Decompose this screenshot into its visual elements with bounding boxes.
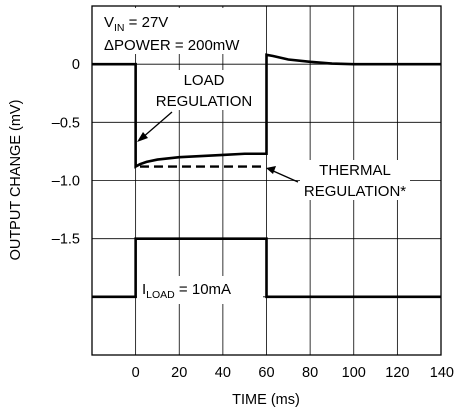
- y-tick-label: –1.0: [52, 174, 80, 190]
- y-axis-label: OUTPUT CHANGE (mV): [8, 100, 24, 261]
- series-group: [92, 53, 441, 299]
- thermal-arrow-line: [270, 169, 299, 183]
- load-reg-arrow-line: [141, 111, 173, 139]
- load-reg-arrowhead: [137, 132, 148, 142]
- x-tick-label: 0: [132, 365, 140, 381]
- iload-bg: [137, 276, 263, 304]
- x-tick-label: 80: [302, 365, 318, 381]
- x-tick-label: 140: [430, 365, 454, 381]
- x-tick-label: 100: [342, 365, 366, 381]
- series-line: [92, 237, 441, 299]
- load-reg-label-line1: LOAD: [184, 72, 225, 89]
- series-line: [92, 53, 441, 169]
- thermal-bg: [300, 160, 410, 200]
- y-tick-labels: 0 –0.5 –1.0 –1.5: [52, 57, 80, 248]
- y-tick-label: –0.5: [52, 115, 80, 131]
- load-reg-bg: [148, 70, 260, 110]
- load-reg-label-line2: REGULATION: [156, 93, 252, 110]
- iload-label: ILOAD = 10mA: [142, 281, 231, 301]
- x-tick-label: 60: [258, 365, 274, 381]
- annotation-bg: [100, 8, 250, 54]
- x-tick-label: 120: [385, 365, 409, 381]
- x-tick-labels: 0 20 40 60 80 100 120 140: [132, 365, 454, 381]
- vin-label: VIN = 27V: [104, 14, 168, 34]
- x-axis-label: TIME (ms): [232, 392, 300, 408]
- x-tick-label: 20: [171, 365, 187, 381]
- y-tick-label: 0: [72, 57, 80, 73]
- thermal-arrowhead: [266, 166, 276, 174]
- y-tick-label: –1.5: [52, 232, 80, 248]
- thermal-label-line2: REGULATION*: [304, 183, 406, 200]
- thermal-label-line1: THERMAL: [319, 162, 391, 179]
- power-label: ΔPOWER = 200mW: [104, 37, 240, 54]
- x-tick-label: 40: [215, 365, 231, 381]
